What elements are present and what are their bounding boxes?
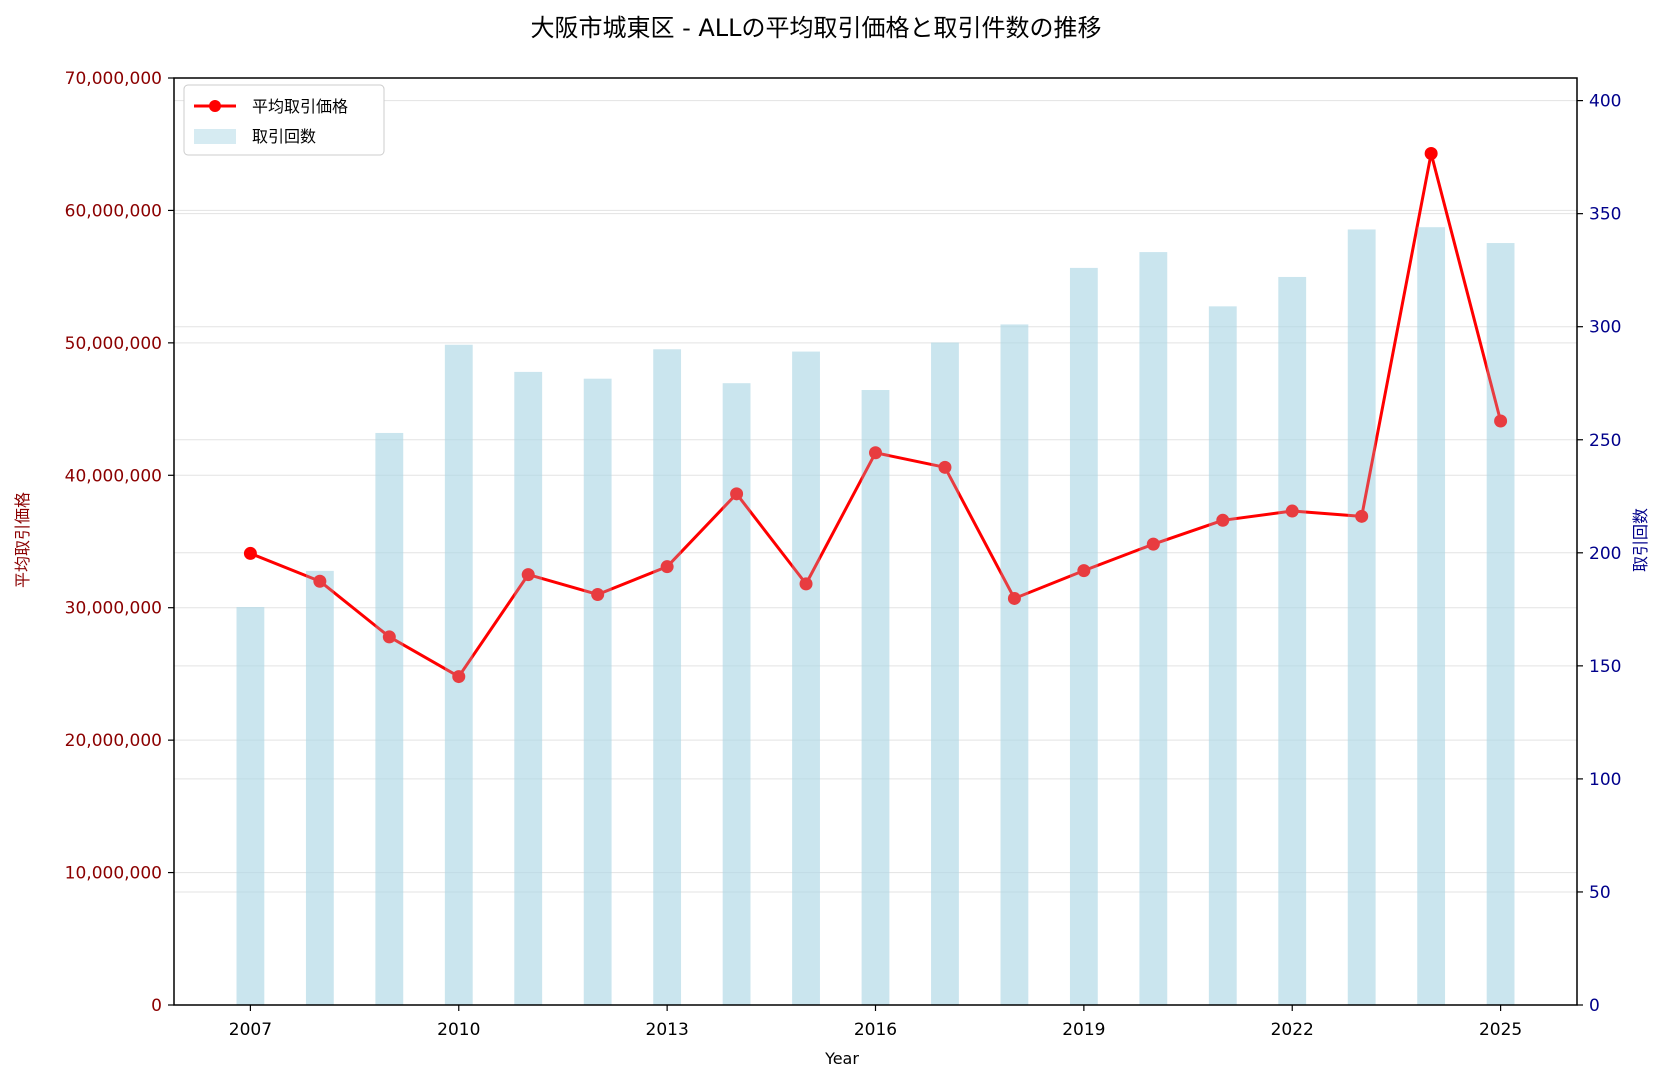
bar-overlay-2008 — [305, 570, 334, 1005]
bar-2024 — [1417, 227, 1446, 1006]
x-axis-label: Year — [824, 1049, 859, 1068]
bar-2012 — [583, 378, 612, 1006]
bar-overlay-2014 — [722, 383, 751, 1006]
y-right-tick-label-1: 50 — [1589, 883, 1611, 903]
x-tick-label-0: 2007 — [229, 1020, 272, 1040]
price-point-2011 — [521, 568, 535, 582]
y-right-tick-label-4: 200 — [1589, 544, 1621, 564]
bar-overlay-2019 — [1069, 267, 1098, 1005]
bar-overlay-2022 — [1278, 276, 1307, 1006]
legend-bar-swatch — [194, 129, 236, 144]
y-left-tick-label-4: 40,000,000 — [65, 466, 162, 486]
bar-overlay-2018 — [1000, 324, 1029, 1005]
bar-overlay-2007 — [236, 607, 265, 1005]
y-right-tick-label-0: 0 — [1589, 996, 1600, 1016]
bar-2017 — [931, 342, 959, 1005]
bar-2020 — [1139, 252, 1168, 1006]
bar-2018 — [1000, 324, 1029, 1005]
bar-2023 — [1347, 229, 1376, 1006]
legend: 平均取引価格 取引回数 — [183, 84, 385, 156]
y-right-tick-label-6: 300 — [1589, 318, 1621, 338]
bar-overlay-2010 — [444, 344, 473, 1005]
bar-overlay-2009 — [375, 432, 404, 1006]
y-left-tick-label-1: 10,000,000 — [65, 864, 162, 884]
bar-overlay-2016 — [861, 390, 890, 1005]
bar-2016 — [861, 390, 890, 1005]
price-point-2010 — [452, 670, 466, 684]
bar-overlay-2023 — [1347, 229, 1376, 1006]
bar-2019 — [1069, 267, 1098, 1005]
x-tick-label-1: 2010 — [437, 1020, 480, 1040]
price-point-2007 — [243, 546, 257, 560]
y-left-tick-label-2: 20,000,000 — [65, 731, 162, 751]
price-point-2023 — [1355, 509, 1369, 523]
price-point-2016 — [869, 446, 882, 460]
bar-overlay-2012 — [583, 378, 612, 1006]
legend-line-marker — [209, 100, 221, 112]
price-point-2012 — [591, 587, 605, 601]
y-left-tick-label-7: 70,000,000 — [65, 69, 162, 89]
x-tick-label-6: 2025 — [1479, 1020, 1522, 1040]
price-point-2019 — [1077, 564, 1091, 578]
x-tick-label-5: 2022 — [1271, 1020, 1314, 1040]
bar-2015 — [792, 351, 820, 1006]
price-point-2014 — [730, 487, 744, 501]
bar-overlay-2025 — [1486, 243, 1515, 1006]
y-axis-right-label: 取引回数 — [1631, 508, 1650, 572]
price-point-2015 — [799, 577, 813, 591]
price-point-2017 — [938, 460, 952, 474]
bar-overlay — [236, 227, 1515, 1006]
bar-overlay-2013 — [653, 349, 682, 1005]
price-point-2020 — [1146, 537, 1160, 551]
y-right-tick-label-5: 250 — [1589, 431, 1621, 451]
chart-title: 大阪市城東区 - ALLの平均取引価格と取引件数の推移 — [530, 14, 1101, 42]
bar-2013 — [653, 349, 682, 1005]
bar-overlay-2011 — [514, 371, 543, 1005]
y-right-tick-label-3: 150 — [1589, 657, 1621, 677]
bar-2008 — [305, 570, 334, 1005]
legend-entry-count: 取引回数 — [252, 127, 316, 146]
x-tick-label-3: 2016 — [854, 1020, 897, 1040]
bar-2011 — [514, 371, 543, 1005]
y-left-tick-label-6: 60,000,000 — [65, 201, 162, 221]
bar-overlay-2021 — [1208, 306, 1237, 1006]
y-axis-left-label: 平均取引価格 — [13, 492, 32, 588]
bar-series — [236, 227, 1515, 1006]
bar-overlay-2020 — [1139, 252, 1168, 1006]
price-point-2021 — [1216, 513, 1230, 527]
price-point-2024 — [1424, 146, 1438, 160]
price-point-2008 — [313, 574, 327, 588]
legend-entry-price: 平均取引価格 — [252, 97, 348, 116]
y-left-tick-label-5: 50,000,000 — [65, 334, 162, 354]
price-point-2018 — [1007, 591, 1021, 605]
axes: 0 10,000,000 20,000,000 30,000,000 40,000,00… — [65, 69, 1622, 1040]
x-tick-label-2: 2013 — [646, 1020, 689, 1040]
bar-2009 — [375, 432, 404, 1006]
bar-2021 — [1208, 306, 1237, 1006]
price-point-2022 — [1285, 504, 1299, 518]
y-right-tick-label-7: 350 — [1589, 205, 1621, 225]
bar-overlay-2017 — [931, 342, 959, 1005]
y-left-tick-label-0: 0 — [151, 996, 162, 1016]
line-series — [236, 146, 1515, 1006]
bar-2025 — [1486, 243, 1515, 1006]
price-point-2009 — [382, 630, 396, 644]
bar-2014 — [722, 383, 751, 1006]
bar-2022 — [1278, 276, 1307, 1006]
bar-2007 — [236, 607, 265, 1005]
y-right-tick-label-2: 100 — [1589, 770, 1621, 790]
price-point-2025 — [1494, 414, 1508, 428]
x-tick-label-4: 2019 — [1062, 1020, 1105, 1040]
bar-overlay-2024 — [1417, 227, 1446, 1006]
bar-overlay-2015 — [792, 351, 820, 1006]
y-right-tick-label-8: 400 — [1589, 92, 1621, 112]
y-left-tick-label-3: 30,000,000 — [65, 599, 162, 619]
price-point-2013 — [660, 560, 674, 574]
